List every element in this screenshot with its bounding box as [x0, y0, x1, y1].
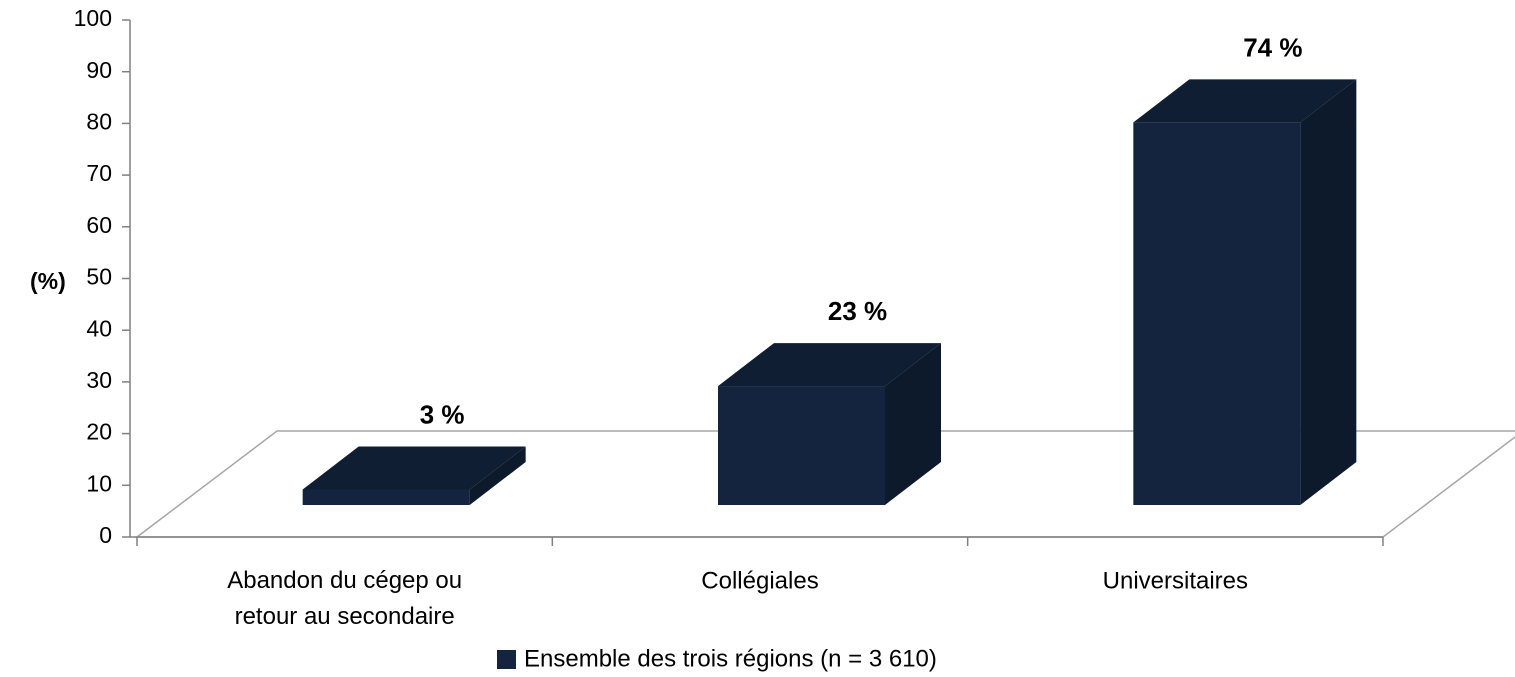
y-tick-label: 10 — [86, 470, 112, 496]
bar-side — [469, 446, 526, 505]
value-label: 23 % — [828, 296, 887, 326]
y-tick-label: 90 — [86, 57, 112, 83]
bar-top — [302, 446, 526, 490]
y-tick-label: 70 — [86, 160, 112, 186]
x-tick-label: Universitaires — [1103, 567, 1248, 594]
y-axis-label: (%) — [30, 268, 66, 294]
legend-label: Ensemble des trois régions (n = 3 610) — [524, 645, 937, 672]
bar-top — [1133, 79, 1357, 123]
bar-front — [1133, 122, 1301, 506]
y-tick-label: 60 — [86, 212, 112, 238]
x-tick-label: Collégiales — [701, 567, 818, 594]
bar-side — [885, 343, 941, 505]
bar — [718, 343, 941, 505]
y-tick-label: 50 — [86, 264, 112, 290]
bar-top — [718, 343, 941, 387]
y-tick-label: 40 — [86, 315, 112, 341]
y-tick-label: 0 — [99, 522, 112, 548]
y-tick-label: 20 — [86, 419, 112, 445]
bar-front — [302, 489, 470, 505]
legend-swatch — [497, 650, 516, 669]
bar-side — [1300, 79, 1357, 506]
x-tick-label: Abandon du cégep ou retour au secondaire — [227, 567, 462, 630]
y-tick-label: 30 — [86, 367, 112, 393]
y-tick-label: 100 — [74, 5, 112, 31]
bar — [1133, 79, 1357, 506]
value-label: 74 % — [1243, 32, 1302, 62]
value-label: 3 % — [420, 399, 465, 429]
bar-front — [718, 386, 885, 505]
y-tick-label: 80 — [86, 108, 112, 134]
bar — [302, 446, 526, 505]
